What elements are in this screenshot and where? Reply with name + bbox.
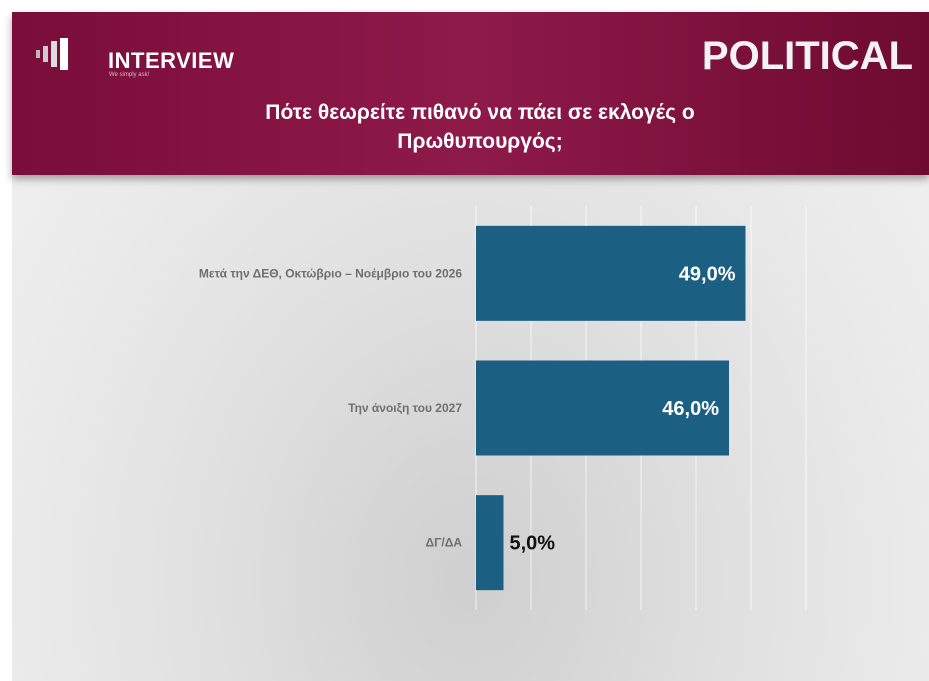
chart: Μετά την ΔΕΘ, Οκτώβριο – Νοέμβριο του 20…: [0, 0, 929, 681]
value-label: 5,0%: [510, 533, 556, 555]
category-label: ΔΓ/ΔΑ: [426, 536, 463, 550]
bar: [476, 495, 504, 590]
slide: INTERVIEW We simply ask! POLITICAL Πότε …: [0, 0, 929, 681]
category-label: Μετά την ΔΕΘ, Οκτώβριο – Νοέμβριο του 20…: [199, 266, 462, 280]
category-label: Την άνοιξη του 2027: [348, 401, 462, 415]
value-label: 46,0%: [662, 398, 719, 420]
value-label: 49,0%: [679, 263, 736, 285]
